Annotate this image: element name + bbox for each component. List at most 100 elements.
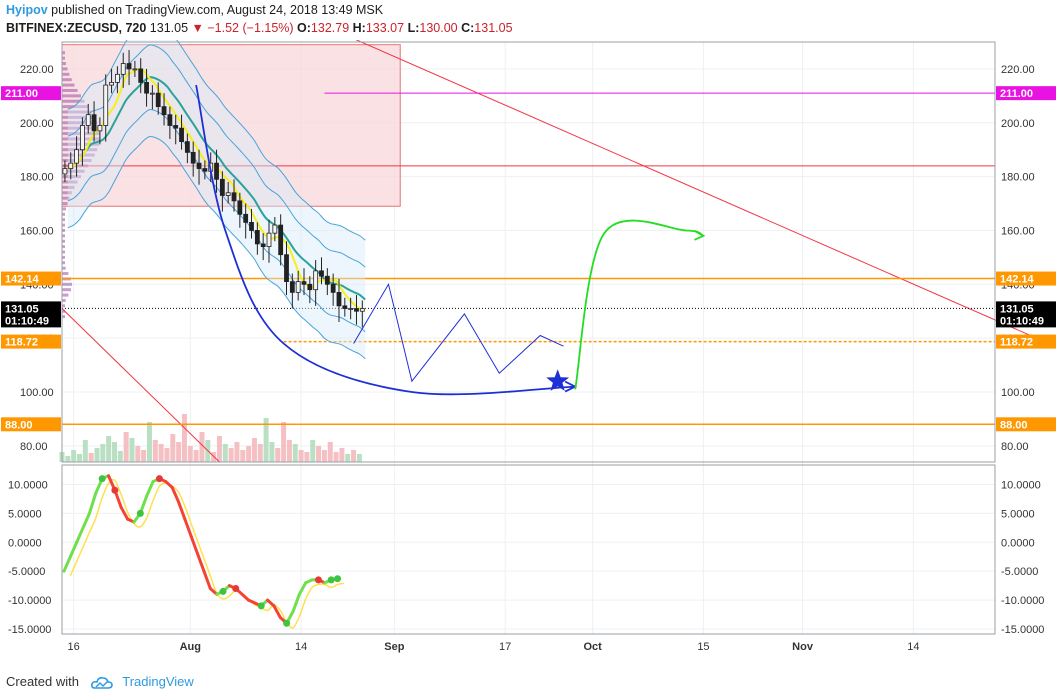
volume-bar <box>246 446 252 462</box>
price-label-box-left <box>1 334 61 349</box>
time-tick-label: 15 <box>697 641 709 653</box>
time-tick-label: 17 <box>499 641 511 653</box>
volume-profile-bar <box>62 191 72 195</box>
candle-body <box>359 308 365 312</box>
candle-body <box>237 200 243 215</box>
oscillator-tick-label-left: -5.0000 <box>8 566 45 578</box>
volume-profile-bar <box>62 304 65 308</box>
oscillator-cross-dot <box>327 576 335 584</box>
volume-profile-bar <box>62 121 98 125</box>
candle-body <box>266 232 272 248</box>
symbol-name[interactable]: BITFINEX:ZECUSD, 720 <box>6 21 147 35</box>
tradingview-brand[interactable]: TradingView <box>122 674 194 689</box>
green-arrow[interactable] <box>574 219 704 390</box>
volume-bar <box>152 440 158 462</box>
volume-bar <box>100 444 106 462</box>
time-tick-label: 14 <box>295 641 307 653</box>
price-label-right: 88.00 <box>1000 419 1028 431</box>
candle-body <box>173 125 179 129</box>
price-tick-label-left: 180.00 <box>20 172 54 184</box>
price-label-left: 131.05 <box>5 303 39 315</box>
volume-profile-bar <box>62 105 89 109</box>
oscillator-tick-label-right: 0.0000 <box>1001 537 1035 549</box>
volume-bar <box>356 454 362 462</box>
price-tick-label-right: 160.00 <box>1001 225 1035 237</box>
oscillator-signal-line <box>69 478 345 629</box>
candle-body <box>184 141 190 153</box>
price-label-box-left <box>1 86 61 101</box>
oscillator-segment <box>177 500 187 521</box>
volume-bar <box>316 446 322 462</box>
price-label-left: 88.00 <box>5 419 33 431</box>
oscillator-pane-border <box>61 464 996 635</box>
volume-profile-bar <box>62 169 85 173</box>
oscillator-segment <box>119 506 130 521</box>
chart-header: Hyipov published on TradingView.com, Aug… <box>0 0 1057 40</box>
trend-line-upper[interactable] <box>324 40 1056 347</box>
curve-arrow[interactable] <box>195 84 576 396</box>
star-icon[interactable] <box>546 369 570 391</box>
volume-bar <box>158 444 164 462</box>
oscillator-segment <box>81 511 91 530</box>
volume-profile-bar <box>62 51 65 55</box>
projection-path[interactable] <box>353 282 564 383</box>
volume-bar <box>251 438 257 462</box>
volume-profile-bar <box>62 212 65 216</box>
price-label-box-right <box>996 271 1056 286</box>
price-tick-label-left: 160.00 <box>20 225 54 237</box>
candle-body <box>313 270 319 291</box>
low-label: L: <box>407 21 420 35</box>
candle-body <box>91 114 97 132</box>
band-line <box>67 40 366 241</box>
time-tick-label: Aug <box>180 641 201 653</box>
volume-profile-bar <box>62 83 75 87</box>
volume-profile-bar <box>62 315 65 319</box>
open-value: 132.79 <box>310 21 350 35</box>
rectangle-zone[interactable] <box>61 44 401 207</box>
volume-bar <box>275 448 281 462</box>
volume-bar <box>222 444 228 462</box>
volume-bar <box>82 440 88 462</box>
oscillator-segment <box>196 552 206 573</box>
author-name[interactable]: Hyipov <box>6 3 48 17</box>
price-label-box-left <box>1 313 61 328</box>
candle-body <box>161 106 167 116</box>
volume-bar <box>263 418 269 462</box>
volume-profile-bar <box>62 298 66 302</box>
volume-profile-bar <box>62 218 65 222</box>
volume-bar <box>228 448 234 462</box>
low-value: 130.00 <box>419 21 458 35</box>
candle-body <box>109 81 114 86</box>
candle-body <box>295 281 301 293</box>
candle-body <box>307 283 313 291</box>
volume-profile-bar <box>62 293 69 297</box>
oscillator-tick-label-left: 10.0000 <box>8 479 48 491</box>
oscillator-segment <box>170 485 181 504</box>
volume-profile-bar <box>62 250 65 254</box>
candle-body <box>249 221 254 231</box>
price-label-box-right <box>996 417 1056 432</box>
candle-body <box>138 68 144 83</box>
volume-bar <box>339 448 345 462</box>
symbol-line: BITFINEX:ZECUSD, 720 131.05 ▼ −1.52 (−1.… <box>6 21 513 35</box>
candle-body <box>80 125 85 151</box>
candle-body <box>126 63 132 70</box>
volume-bar <box>199 432 205 462</box>
oscillator-cross-dot <box>219 587 227 595</box>
candle-body <box>324 275 330 285</box>
volume-bar <box>292 444 298 462</box>
candle-body <box>225 192 231 196</box>
volume-bar <box>281 422 287 462</box>
trend-line-lower[interactable] <box>61 308 220 463</box>
candle-body <box>144 81 149 94</box>
price-tick-label-right: 220.00 <box>1001 64 1035 76</box>
volume-bar <box>176 442 182 462</box>
footer: Created with TradingView <box>6 674 194 690</box>
oscillator-cross-dot <box>232 585 240 593</box>
volume-bar <box>345 454 351 462</box>
candle-body <box>85 114 91 126</box>
volume-bar <box>106 436 112 462</box>
candle-body <box>74 149 79 164</box>
price-label-box-right <box>996 301 1056 316</box>
